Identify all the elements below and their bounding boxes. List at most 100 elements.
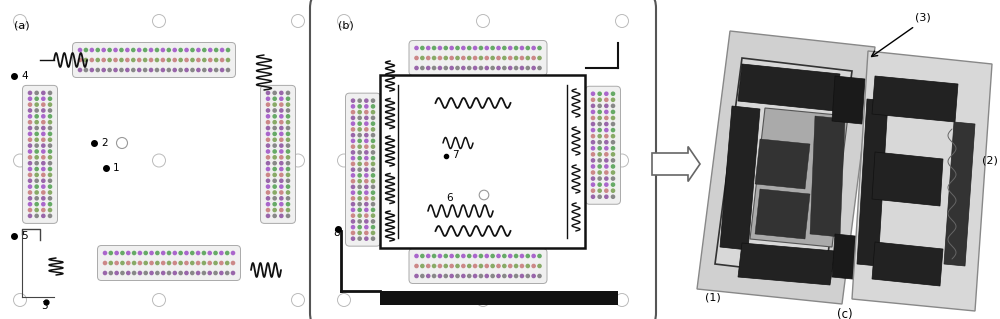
Circle shape (280, 203, 283, 206)
Circle shape (126, 58, 129, 62)
Circle shape (438, 274, 442, 278)
Circle shape (266, 173, 270, 176)
Circle shape (280, 126, 283, 130)
Circle shape (35, 121, 38, 124)
Circle shape (473, 66, 477, 70)
Circle shape (371, 111, 375, 114)
Circle shape (280, 162, 283, 165)
Circle shape (286, 138, 290, 141)
Circle shape (35, 132, 38, 136)
Circle shape (48, 208, 52, 211)
Circle shape (605, 110, 608, 114)
Circle shape (28, 144, 32, 147)
Circle shape (509, 274, 512, 278)
Circle shape (351, 151, 355, 154)
Circle shape (365, 134, 368, 137)
Circle shape (149, 58, 153, 62)
Circle shape (266, 191, 270, 194)
Circle shape (526, 254, 529, 258)
Circle shape (605, 135, 608, 138)
Circle shape (358, 157, 361, 160)
Circle shape (538, 264, 541, 268)
Circle shape (421, 46, 424, 49)
Circle shape (144, 68, 147, 71)
Circle shape (280, 91, 283, 94)
Circle shape (351, 116, 355, 120)
Circle shape (358, 226, 361, 229)
Circle shape (605, 189, 608, 192)
Circle shape (273, 138, 276, 141)
Circle shape (14, 293, 26, 307)
Circle shape (520, 46, 524, 49)
Circle shape (35, 115, 38, 118)
Circle shape (444, 264, 447, 268)
Circle shape (120, 48, 123, 52)
Circle shape (371, 116, 375, 120)
Circle shape (468, 264, 471, 268)
FancyBboxPatch shape (261, 85, 296, 223)
Circle shape (42, 185, 45, 188)
Circle shape (280, 214, 283, 218)
Circle shape (438, 66, 442, 70)
Circle shape (351, 226, 355, 229)
Circle shape (479, 56, 483, 60)
Circle shape (371, 151, 375, 154)
Circle shape (598, 165, 601, 168)
Circle shape (371, 203, 375, 206)
Circle shape (226, 251, 229, 255)
Circle shape (273, 208, 276, 211)
Circle shape (220, 271, 223, 275)
Circle shape (509, 56, 512, 60)
Circle shape (520, 274, 524, 278)
Circle shape (351, 157, 355, 160)
Circle shape (598, 104, 601, 108)
Circle shape (497, 56, 500, 60)
Circle shape (28, 167, 32, 171)
Circle shape (42, 132, 45, 136)
Circle shape (371, 134, 375, 137)
Circle shape (591, 129, 595, 132)
Text: 4: 4 (21, 71, 28, 81)
Circle shape (273, 197, 276, 200)
Circle shape (48, 144, 52, 147)
Circle shape (286, 203, 290, 206)
Circle shape (286, 173, 290, 176)
Circle shape (371, 174, 375, 177)
Circle shape (132, 58, 135, 62)
Circle shape (497, 264, 500, 268)
Circle shape (292, 293, 304, 307)
Circle shape (280, 132, 283, 136)
Circle shape (351, 203, 355, 206)
Circle shape (127, 261, 130, 264)
Circle shape (35, 185, 38, 188)
Circle shape (273, 115, 276, 118)
Circle shape (220, 68, 224, 71)
Circle shape (358, 162, 361, 166)
Circle shape (167, 58, 170, 62)
Circle shape (473, 46, 477, 49)
Circle shape (273, 109, 276, 112)
Circle shape (427, 264, 430, 268)
Circle shape (108, 68, 111, 71)
Circle shape (338, 154, 351, 167)
Circle shape (120, 68, 123, 71)
Circle shape (209, 58, 212, 62)
Circle shape (485, 46, 488, 49)
Circle shape (266, 132, 270, 136)
Circle shape (220, 48, 224, 52)
Circle shape (365, 111, 368, 114)
Circle shape (114, 48, 117, 52)
Circle shape (173, 261, 176, 264)
Circle shape (84, 58, 88, 62)
Circle shape (358, 168, 361, 171)
Circle shape (266, 203, 270, 206)
Circle shape (48, 179, 52, 182)
Circle shape (485, 264, 488, 268)
Circle shape (127, 271, 130, 275)
Circle shape (358, 180, 361, 183)
Circle shape (497, 274, 500, 278)
Circle shape (479, 254, 483, 258)
Circle shape (365, 220, 368, 223)
Circle shape (365, 191, 368, 194)
Circle shape (456, 56, 459, 60)
